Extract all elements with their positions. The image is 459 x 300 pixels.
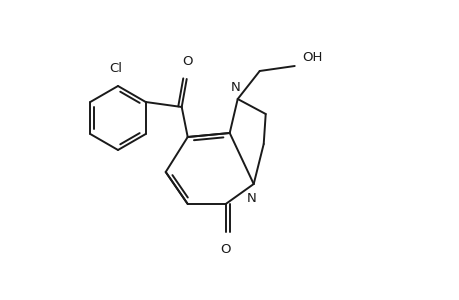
Text: OH: OH: [302, 50, 322, 64]
Text: N: N: [230, 81, 240, 94]
Text: N: N: [246, 192, 256, 205]
Text: Cl: Cl: [109, 62, 122, 75]
Text: O: O: [220, 243, 230, 256]
Text: O: O: [182, 55, 192, 68]
